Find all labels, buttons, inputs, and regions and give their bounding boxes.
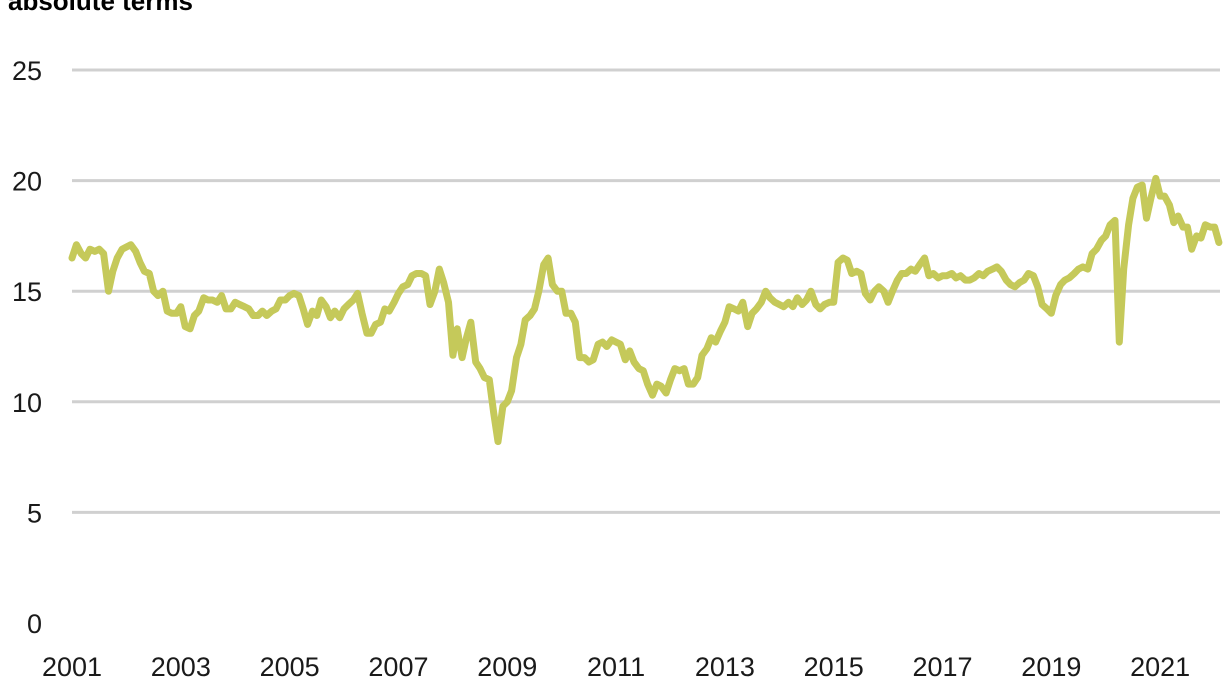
y-tick-label: 15: [12, 277, 42, 307]
x-tick-label: 2009: [477, 652, 537, 682]
x-tick-label: 2005: [260, 652, 320, 682]
chart-title: absolute terms: [8, 0, 193, 16]
x-tick-label: 2017: [912, 652, 972, 682]
x-tick-label: 2007: [368, 652, 428, 682]
x-tick-label: 2001: [42, 652, 102, 682]
y-tick-label: 25: [12, 56, 42, 86]
y-tick-label: 5: [27, 498, 42, 528]
series-line: [68, 174, 1223, 446]
y-axis-tick-labels: 0 5 10 15 20 25: [12, 56, 42, 639]
y-tick-label: 10: [12, 388, 42, 418]
x-tick-label: 2019: [1021, 652, 1081, 682]
x-tick-label: 2011: [587, 652, 645, 682]
x-tick-label: 2013: [695, 652, 755, 682]
y-tick-label: 0: [27, 609, 42, 639]
x-tick-label: 2021: [1130, 652, 1190, 682]
y-tick-label: 20: [12, 167, 42, 197]
x-tick-label: 2015: [804, 652, 864, 682]
x-axis-tick-labels: 2001 2003 2005 2007 2009 2011 2013 2015 2017 2019…: [42, 652, 1190, 682]
gridlines: [72, 68, 1220, 514]
series-layer: [68, 174, 1223, 446]
x-tick-label: 2003: [151, 652, 211, 682]
